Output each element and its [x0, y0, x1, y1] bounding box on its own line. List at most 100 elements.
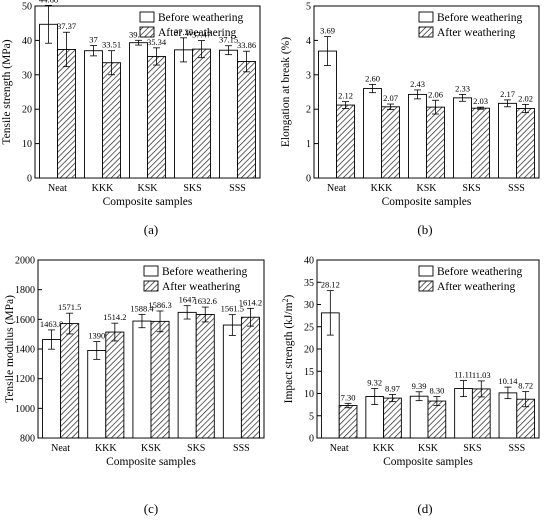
x-tick-label: SSS	[233, 443, 250, 454]
bar	[147, 55, 166, 179]
bar	[84, 50, 103, 179]
y-tick-label: 30	[22, 70, 32, 81]
bar	[408, 93, 427, 179]
x-tick-label: SKS	[463, 443, 481, 454]
x-tick-label: SSS	[508, 443, 525, 454]
panel-label: (a)	[144, 222, 158, 237]
legend-label: Before weathering	[437, 266, 523, 278]
panel-label: (d)	[417, 501, 432, 516]
bar	[87, 350, 107, 439]
legend-swatch	[418, 265, 434, 277]
data-label: 9.39	[412, 381, 427, 391]
legend-swatch	[143, 265, 159, 277]
y-tick-label: 35	[304, 278, 314, 289]
y-axis-title: Tensile strength (MPa)	[1, 39, 13, 144]
data-label: 11.11	[454, 370, 473, 380]
y-tick-label: 2	[306, 105, 311, 116]
x-tick-label: Neat	[48, 183, 67, 194]
x-tick-label: SKS	[462, 183, 480, 194]
data-label: 37.37	[57, 21, 76, 31]
x-tick-label: KSK	[137, 183, 158, 194]
data-label: 3.69	[320, 26, 335, 36]
panel-2: 0 1 2 3 4 5 Neat 3.69 2.12 KKK 2.602.07 KSK 2.432.06…	[280, 2, 540, 237]
bar	[219, 49, 238, 179]
legend-label: After weathering	[162, 281, 240, 293]
legend-label: After weathering	[158, 27, 236, 39]
bar	[195, 314, 215, 439]
data-label: 1586.3	[148, 300, 171, 310]
y-tick-label: 0	[309, 434, 314, 445]
y-tick-label: 10	[304, 389, 314, 400]
y-tick-label: 1800	[15, 285, 35, 296]
x-tick-label: KKK	[371, 183, 393, 194]
y-tick-label: 40	[304, 256, 314, 267]
bar	[150, 320, 170, 439]
data-label: 2.03	[473, 96, 488, 106]
legend-swatch	[139, 26, 155, 38]
bar	[336, 104, 355, 179]
data-label: 1588.4	[130, 303, 154, 313]
x-tick-label: SSS	[229, 183, 246, 194]
data-label: 1514.2	[103, 312, 126, 322]
data-label: 37.15	[219, 35, 238, 45]
legend-label: After weathering	[437, 281, 515, 293]
data-label: 2.60	[365, 73, 380, 83]
panel-label: (b)	[417, 222, 432, 237]
legend-swatch	[418, 26, 434, 38]
x-tick-label: Neat	[327, 183, 346, 194]
y-tick-label: 3	[306, 70, 311, 81]
bar	[39, 23, 58, 179]
data-label: 1647	[179, 295, 196, 305]
bar	[132, 320, 152, 439]
legend-label: Before weathering	[158, 12, 244, 24]
data-label: 28.12	[321, 280, 340, 290]
y-tick-label: 30	[304, 300, 314, 311]
y-tick-label: 25	[304, 322, 314, 333]
y-tick-label: 1	[306, 139, 311, 150]
data-label: 11.03	[472, 370, 491, 380]
panel-label: (c)	[144, 501, 158, 516]
x-tick-label: KKK	[95, 443, 117, 454]
data-label: 1561.5	[221, 304, 244, 314]
legend-label: Before weathering	[162, 266, 248, 278]
bar	[177, 311, 197, 439]
data-label: 8.72	[518, 381, 533, 391]
x-axis-title: Composite samples	[382, 196, 472, 208]
y-axis-title-text: Tensile strength (MPa)	[1, 39, 13, 144]
y-tick-label: 20	[304, 345, 314, 356]
y-tick-label: 1200	[15, 374, 35, 385]
bar	[105, 331, 125, 439]
data-label: 33.86	[237, 40, 256, 50]
data-label: 35.34	[147, 37, 167, 47]
y-tick-label: 0	[306, 174, 311, 185]
panel-4: 0 5 10 15 20 25 30 35 40 Neat 28.12 7.30 KKK 9.328.97…	[281, 256, 540, 516]
panel-3: 800 1000 1200 1400 1600 1800 2000 Neat 1463.8 157…	[4, 256, 265, 516]
x-tick-label: Neat	[330, 443, 349, 454]
y-tick-label: 10	[22, 139, 32, 150]
data-label: 2.33	[455, 83, 470, 93]
data-label: 8.30	[429, 386, 444, 396]
bar	[174, 49, 193, 179]
data-label: 8.97	[385, 384, 400, 394]
y-axis-title: Impact strength (kJ/m2)	[281, 294, 295, 403]
bar	[338, 405, 358, 439]
bar	[237, 61, 256, 179]
bar	[222, 324, 242, 439]
x-tick-label: KKK	[373, 443, 395, 454]
y-axis-title-text: Impact strength (kJ/m	[283, 302, 295, 403]
x-tick-label: SKS	[183, 183, 201, 194]
x-axis-title: Composite samples	[383, 456, 473, 468]
data-label: 2.17	[500, 89, 515, 99]
bar	[383, 397, 402, 439]
bar	[471, 107, 490, 179]
data-label: 1463.8	[40, 319, 63, 329]
y-axis-title-close: )	[283, 294, 295, 298]
data-label: 1614.2	[239, 297, 262, 307]
x-tick-label: KSK	[141, 443, 162, 454]
data-label: 2.06	[428, 89, 443, 99]
legend-swatch	[418, 11, 434, 23]
bar	[102, 62, 121, 179]
y-axis-title-superscript: 2	[281, 298, 290, 302]
x-tick-label: Neat	[51, 443, 70, 454]
